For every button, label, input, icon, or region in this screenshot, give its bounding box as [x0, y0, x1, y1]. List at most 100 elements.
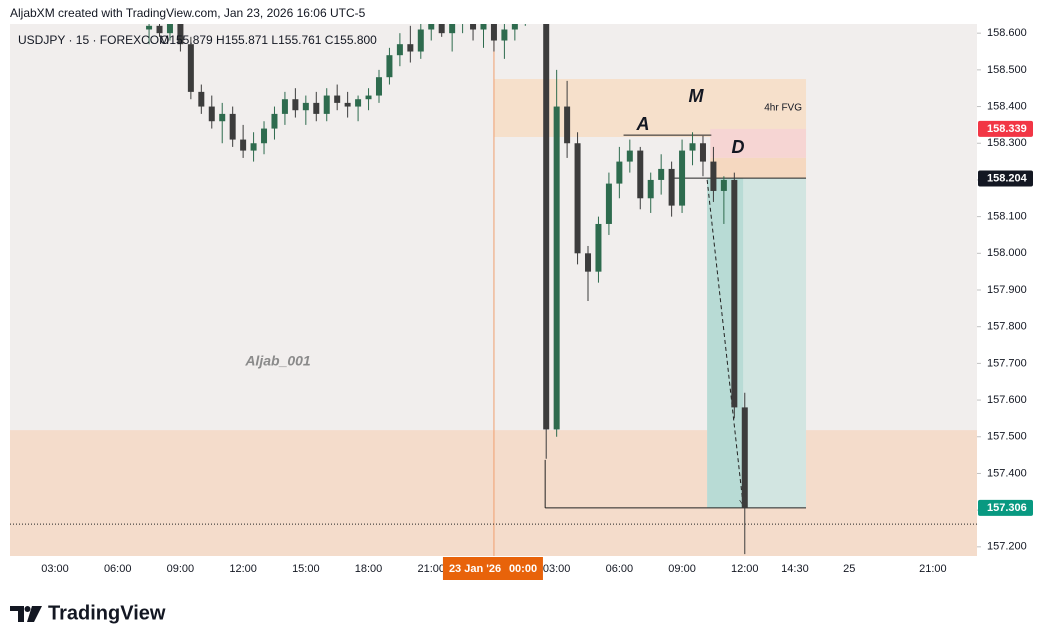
candle-body — [679, 150, 686, 206]
x-tick-label: 12:00 — [229, 563, 257, 575]
candle-body — [647, 179, 654, 199]
x-tick-label: 21:00 — [417, 563, 445, 575]
y-tick-label: 158.600 — [987, 27, 1027, 39]
candle-body — [281, 99, 288, 114]
y-tick-label: 157.600 — [987, 394, 1027, 406]
x-tick-label: 06:00 — [104, 563, 132, 575]
crosshair-time: 00:00 — [509, 563, 537, 575]
price-label: 158.339 — [987, 123, 1027, 135]
candle-body — [344, 102, 351, 107]
x-tick-label: 25 — [843, 563, 855, 575]
candle-body — [449, 24, 456, 34]
candle-body — [501, 29, 508, 41]
x-tick-label: 03:00 — [41, 563, 69, 575]
candle-body — [699, 143, 706, 162]
candle-body — [605, 183, 612, 224]
logo-icon — [10, 606, 42, 622]
x-tick-label: 12:00 — [731, 563, 759, 575]
candle-body — [574, 143, 581, 254]
y-tick-label: 158.500 — [987, 64, 1027, 76]
candle-body — [302, 102, 309, 111]
y-tick-label: 157.800 — [987, 321, 1027, 333]
candle-body — [355, 99, 362, 107]
candle-body — [313, 102, 320, 114]
candle-body — [543, 24, 550, 430]
zone — [710, 157, 807, 179]
y-tick-label: 158.300 — [987, 137, 1027, 149]
level-line — [706, 179, 743, 505]
candle-body — [438, 24, 445, 34]
candle-body — [658, 168, 665, 180]
zone-label: 4hr FVG — [764, 103, 802, 114]
candle-body — [731, 179, 738, 408]
price-label-box — [978, 499, 1033, 516]
crosshair-date: 23 Jan '26 — [449, 563, 501, 575]
candle-body — [292, 99, 299, 111]
candle-body — [720, 179, 727, 191]
candle-body — [710, 161, 717, 191]
candle-body — [407, 44, 414, 52]
candle-body — [166, 24, 173, 34]
candle-body — [386, 55, 393, 78]
attribution: AljabXM created with TradingView.com, Ja… — [10, 6, 366, 20]
candle-body — [219, 113, 226, 122]
x-tick-label: 15:00 — [292, 563, 320, 575]
candle-body — [156, 25, 163, 34]
candle-body — [146, 25, 153, 30]
candle-body — [240, 139, 247, 151]
x-tick-label: 09:00 — [167, 563, 195, 575]
y-tick-label: 158.000 — [987, 247, 1027, 259]
crosshair-label-box — [442, 557, 543, 580]
candle-body — [626, 150, 633, 162]
candle-body — [187, 44, 194, 92]
y-tick-label: 157.900 — [987, 284, 1027, 296]
y-tick-label: 158.100 — [987, 211, 1027, 223]
zone — [493, 79, 807, 138]
candle-body — [480, 24, 487, 30]
candle-body — [564, 106, 571, 144]
candle-body — [198, 91, 205, 107]
price-axis-background — [977, 24, 1034, 556]
candle-body — [470, 24, 477, 30]
annotation: D — [732, 137, 745, 157]
candle-body — [689, 143, 696, 151]
price-label: 157.306 — [987, 502, 1027, 514]
x-tick-label: 21:00 — [919, 563, 947, 575]
candle-body — [208, 106, 215, 122]
candle-body — [637, 150, 644, 199]
x-tick-label: 09:00 — [668, 563, 696, 575]
price-label-box — [978, 120, 1033, 137]
candle-body — [250, 143, 257, 151]
candle-body — [417, 29, 424, 52]
y-tick-label: 158.400 — [987, 100, 1027, 112]
y-tick-label: 157.700 — [987, 357, 1027, 369]
price-label-box — [978, 170, 1033, 187]
candle-body — [323, 95, 330, 114]
candle-body — [261, 128, 268, 144]
candle-body — [616, 161, 623, 184]
candle-body — [177, 24, 184, 45]
y-tick-label: 157.200 — [987, 541, 1027, 553]
candle-body — [595, 223, 602, 272]
x-tick-label: 18:00 — [355, 563, 383, 575]
candle-body — [396, 44, 403, 56]
candle-body — [428, 24, 435, 30]
overlay: 157.200157.300157.400157.500157.600157.7… — [41, 27, 1033, 580]
y-tick-label: 157.400 — [987, 467, 1027, 479]
candle-body — [229, 113, 236, 140]
candle-body — [585, 253, 592, 272]
candle-body — [490, 24, 497, 41]
candle-body — [365, 95, 372, 100]
symbol-legend: USDJPY · 15 · FOREXCOM — [18, 33, 169, 47]
price-label: 158.204 — [987, 172, 1028, 184]
plot-area: 4hr FVG A M D Aljab_001 — [10, 24, 977, 556]
x-tick-label: 14:30 — [781, 563, 809, 575]
annotation: Aljab_001 — [244, 353, 311, 369]
candle-body — [375, 77, 382, 96]
x-tick-label: 06:00 — [606, 563, 634, 575]
candle-body — [741, 407, 748, 508]
y-tick-label: 157.500 — [987, 431, 1027, 443]
ohlc-legend: O155.879 H155.871 L155.761 C155.800 — [160, 33, 377, 47]
logo-text: TradingView — [48, 602, 166, 624]
